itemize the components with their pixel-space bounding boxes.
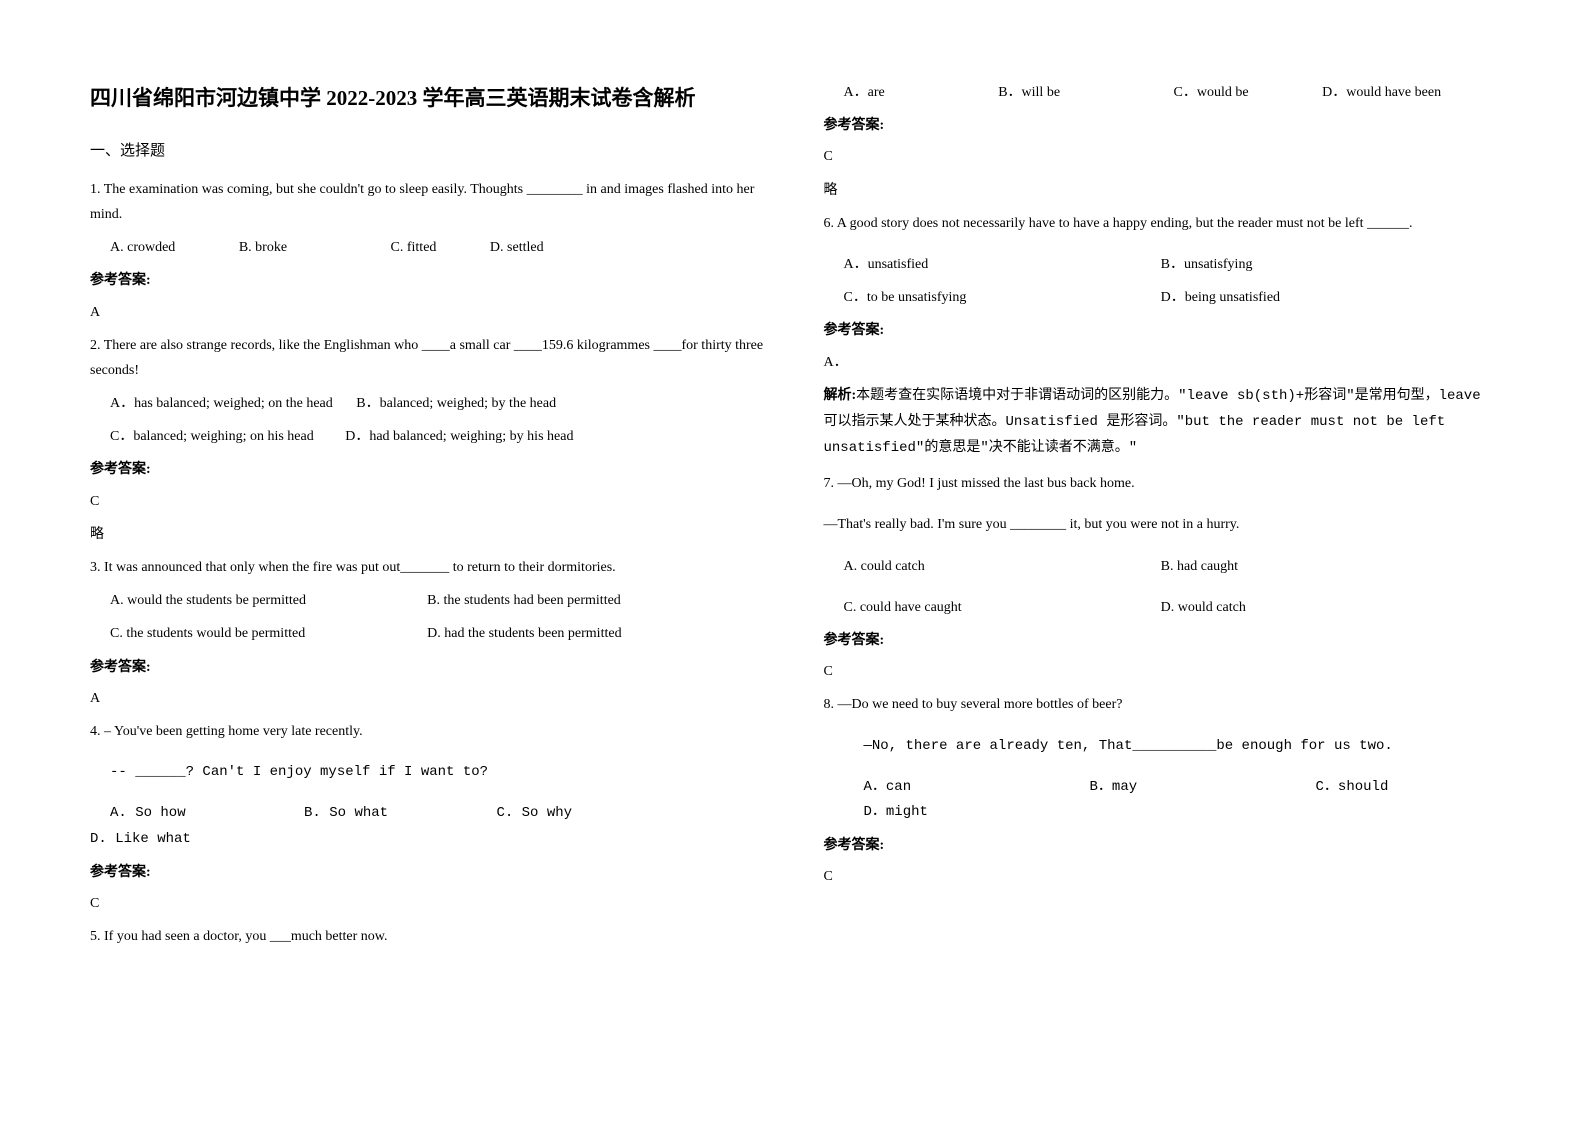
question-6-options-row1: A．unsatisfied B．unsatisfying bbox=[824, 252, 1498, 277]
q3-option-a: A. would the students be permitted bbox=[110, 588, 424, 613]
question-3-options-row1: A. would the students be permitted B. th… bbox=[90, 588, 764, 613]
q1-option-d: D. settled bbox=[490, 235, 544, 260]
q4-option-d: D. Like what bbox=[90, 827, 191, 852]
q6-option-b: B．unsatisfying bbox=[1161, 252, 1475, 277]
section-header: 一、选择题 bbox=[90, 138, 764, 165]
q7-answer: C bbox=[824, 659, 1498, 684]
q5-option-b: B．will be bbox=[998, 80, 1060, 105]
question-6: 6. A good story does not necessarily hav… bbox=[824, 211, 1498, 236]
answer-label: 参考答案: bbox=[90, 655, 764, 680]
question-3-options-row2: C. the students would be permitted D. ha… bbox=[90, 621, 764, 646]
question-5: 5. If you had seen a doctor, you ___much… bbox=[90, 924, 764, 949]
q7-option-c: C. could have caught bbox=[844, 595, 1158, 620]
right-column: A．are B．will be C．would be D．would have … bbox=[824, 80, 1498, 1042]
q6-option-a: A．unsatisfied bbox=[844, 252, 1158, 277]
document-title: 四川省绵阳市河边镇中学 2022-2023 学年高三英语期末试卷含解析 bbox=[90, 80, 764, 118]
q5-option-a: A．are bbox=[844, 80, 885, 105]
q8-option-c: C．should bbox=[1316, 775, 1389, 800]
question-4-line2: -- ______? Can't I enjoy myself if I wan… bbox=[90, 760, 764, 785]
q8-option-d: D．might bbox=[864, 800, 928, 825]
answer-label: 参考答案: bbox=[824, 628, 1498, 653]
question-6-options-row2: C．to be unsatisfying D．being unsatisfied bbox=[824, 285, 1498, 310]
q6-explanation: 解析:本题考查在实际语境中对于非谓语动词的区别能力。"leave sb(sth)… bbox=[824, 383, 1498, 462]
answer-label: 参考答案: bbox=[90, 457, 764, 482]
explanation-label: 解析: bbox=[824, 388, 857, 403]
question-2: 2. There are also strange records, like … bbox=[90, 333, 764, 383]
q6-answer: A． bbox=[824, 350, 1498, 375]
q7-option-a: A. could catch bbox=[844, 554, 1158, 579]
question-7-options-row2: C. could have caught D. would catch bbox=[824, 595, 1498, 620]
answer-label: 参考答案: bbox=[824, 113, 1498, 138]
question-7-options-row1: A. could catch B. had caught bbox=[824, 554, 1498, 579]
q4-option-c: C. So why bbox=[496, 801, 572, 826]
question-4: 4. – You've been getting home very late … bbox=[90, 719, 764, 744]
q3-option-b: B. the students had been permitted bbox=[427, 588, 741, 613]
q4-option-b: B. So what bbox=[304, 801, 388, 826]
q6-option-c: C．to be unsatisfying bbox=[844, 285, 1158, 310]
question-8: 8. —Do we need to buy several more bottl… bbox=[824, 692, 1498, 717]
question-3: 3. It was announced that only when the f… bbox=[90, 555, 764, 580]
q8-answer: C bbox=[824, 864, 1498, 889]
q6-explanation-text: 本题考查在实际语境中对于非谓语动词的区别能力。"leave sb(sth)+形容… bbox=[824, 388, 1481, 456]
question-4-options: A. So how B. So what C. So why D. Like w… bbox=[90, 801, 764, 851]
question-1: 1. The examination was coming, but she c… bbox=[90, 177, 764, 227]
q3-answer: A bbox=[90, 686, 764, 711]
q5-option-d: D．would have been bbox=[1322, 80, 1441, 105]
q7-option-b: B. had caught bbox=[1161, 554, 1475, 579]
question-2-options-row2: C．balanced; weighing; on his head D．had … bbox=[90, 424, 764, 449]
q5-option-c: C．would be bbox=[1174, 80, 1249, 105]
q5-omit: 略 bbox=[824, 178, 1498, 203]
q4-option-a: A. So how bbox=[90, 801, 186, 826]
answer-label: 参考答案: bbox=[824, 318, 1498, 343]
q2-option-b: B．balanced; weighed; by the head bbox=[356, 391, 556, 416]
q8-option-a: A．can bbox=[864, 775, 912, 800]
q5-answer: C bbox=[824, 144, 1498, 169]
q3-option-d: D. had the students been permitted bbox=[427, 621, 741, 646]
left-column: 四川省绵阳市河边镇中学 2022-2023 学年高三英语期末试卷含解析 一、选择… bbox=[90, 80, 764, 1042]
q1-option-c: C. fitted bbox=[391, 235, 437, 260]
q6-option-d: D．being unsatisfied bbox=[1161, 285, 1475, 310]
answer-label: 参考答案: bbox=[90, 268, 764, 293]
answer-label: 参考答案: bbox=[824, 833, 1498, 858]
question-2-options-row1: A．has balanced; weighed; on the head B．b… bbox=[90, 391, 764, 416]
question-7: 7. —Oh, my God! I just missed the last b… bbox=[824, 471, 1498, 496]
q3-option-c: C. the students would be permitted bbox=[110, 621, 424, 646]
q1-answer: A bbox=[90, 300, 764, 325]
q2-option-c: C．balanced; weighing; on his head bbox=[110, 424, 314, 449]
question-8-options: A．can B．may C．should D．might bbox=[824, 775, 1498, 825]
q1-option-a: A. crowded bbox=[110, 235, 175, 260]
q2-omit: 略 bbox=[90, 522, 764, 547]
q2-option-d: D．had balanced; weighing; by his head bbox=[345, 424, 573, 449]
question-5-options: A．are B．will be C．would be D．would have … bbox=[824, 80, 1498, 105]
question-7-line2: —That's really bad. I'm sure you _______… bbox=[824, 512, 1498, 537]
q2-answer: C bbox=[90, 489, 764, 514]
q1-option-b: B. broke bbox=[239, 235, 287, 260]
q4-answer: C bbox=[90, 891, 764, 916]
answer-label: 参考答案: bbox=[90, 860, 764, 885]
q2-option-a: A．has balanced; weighed; on the head bbox=[110, 391, 333, 416]
q7-option-d: D. would catch bbox=[1161, 595, 1475, 620]
question-8-line2: —No, there are already ten, That________… bbox=[824, 734, 1498, 759]
q8-option-b: B．may bbox=[1090, 775, 1138, 800]
question-1-options: A. crowded B. broke C. fitted D. settled bbox=[90, 235, 764, 260]
